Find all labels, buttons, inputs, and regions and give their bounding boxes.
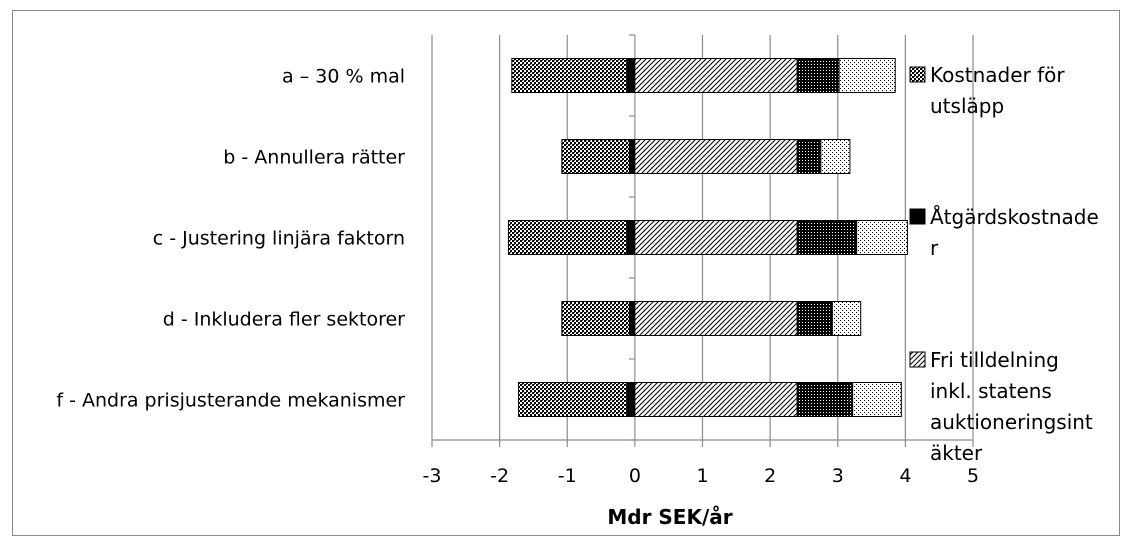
- bar-segment-negative: [626, 382, 636, 417]
- category-label: a – 30 % mal: [282, 66, 405, 88]
- bar-segment-negative: [518, 382, 628, 417]
- x-tick-label: 2: [764, 465, 776, 487]
- bar-segment-positive: [634, 58, 798, 93]
- labels-layer: -3 -2 -1 0 1 2 3 4 5 a – 30 % mal b - Annullera rä…: [56, 66, 979, 488]
- x-tick-label: -2: [490, 465, 509, 487]
- bar-segment-negative: [628, 139, 636, 174]
- bar-segment-positive: [796, 382, 854, 417]
- bar-segment-negative: [626, 220, 636, 255]
- legend-swatch: [909, 351, 926, 368]
- category-label: d - Inkludera fler sektorer: [163, 309, 405, 331]
- legend-label: auktioneringsint: [930, 410, 1093, 434]
- legend-swatch: [909, 66, 926, 83]
- bar-segment-positive: [796, 58, 840, 93]
- category-label: f - Andra prisjusterande mekanismer: [56, 390, 405, 412]
- bar-segment-positive: [634, 382, 798, 417]
- bar-segment-positive: [856, 220, 908, 255]
- x-tick-label: 3: [832, 465, 844, 487]
- bar-segment-negative: [626, 58, 636, 93]
- x-tick-label: 4: [899, 465, 911, 487]
- bar-segment-negative: [511, 58, 628, 93]
- chart-frame: [12, 10, 1120, 536]
- bar-segment-positive: [831, 301, 862, 336]
- bar-segment-positive: [796, 220, 858, 255]
- category-label: b - Annullera rätter: [223, 147, 405, 169]
- bar-segment-positive: [838, 58, 896, 93]
- x-tick-label: 1: [696, 465, 708, 487]
- legend-swatch: [909, 208, 926, 225]
- bar-segment-positive: [820, 139, 851, 174]
- legend-label: r: [930, 236, 939, 260]
- category-label: c - Justering linjära faktorn: [153, 228, 405, 250]
- bar-segment-positive: [634, 301, 798, 336]
- legend-label: Åtgärdskostnade: [930, 205, 1099, 229]
- legend-label: utsläpp: [930, 94, 1004, 118]
- x-axis-title: Mdr SEK/år: [607, 505, 732, 529]
- bar-segment-negative: [628, 301, 636, 336]
- bar-segment-negative: [561, 139, 630, 174]
- x-tick-label: -1: [558, 465, 577, 487]
- x-tick-label: 0: [629, 465, 641, 487]
- legend-label: äkter: [930, 441, 983, 465]
- legend-label: inkl. statens: [930, 379, 1052, 403]
- bars-layer: [507, 58, 908, 417]
- bar-segment-positive: [852, 382, 902, 417]
- legend-label: Fri tilldelning: [930, 348, 1059, 372]
- bar-segment-positive: [796, 301, 833, 336]
- bar-segment-positive: [634, 220, 798, 255]
- bar-segment-positive: [634, 139, 798, 174]
- bar-segment-negative: [561, 301, 630, 336]
- x-tick-label: 5: [967, 465, 979, 487]
- legend: Kostnader för utsläpp Åtgärdskostnade r Fri …: [909, 63, 1099, 465]
- bar-segment-positive: [796, 139, 822, 174]
- legend-label: Kostnader för: [930, 63, 1065, 87]
- x-tick-label: -3: [423, 465, 442, 487]
- bar-segment-negative: [507, 220, 628, 255]
